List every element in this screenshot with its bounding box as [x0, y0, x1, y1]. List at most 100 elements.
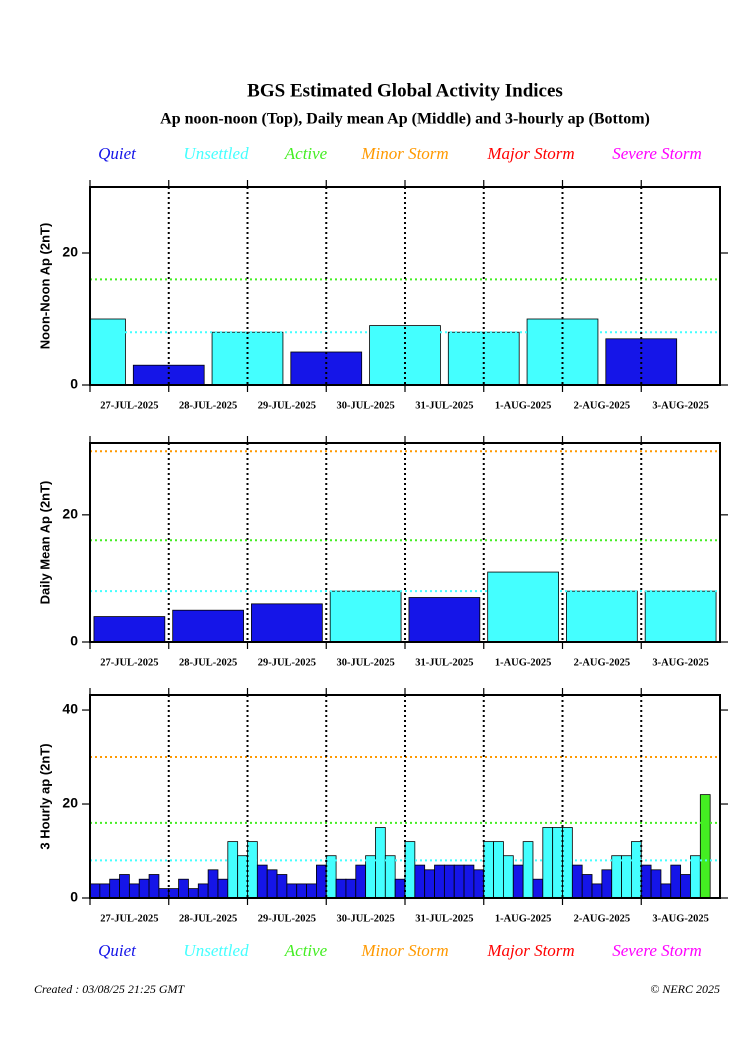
bar: [375, 827, 386, 898]
bar: [680, 874, 691, 898]
legend-entry: Unsettled: [183, 941, 249, 960]
legend-entry: Minor Storm: [360, 941, 448, 960]
bar: [483, 841, 494, 898]
x-tick-label: 30-JUL-2025: [336, 400, 394, 411]
legend-entry: Major Storm: [486, 941, 574, 960]
x-tick-label: 31-JUL-2025: [415, 400, 473, 411]
bar: [424, 869, 435, 898]
legend-entry: Active: [284, 941, 328, 960]
x-tick-label: 27-JUL-2025: [100, 400, 158, 411]
bar: [276, 874, 288, 898]
x-tick-label: 27-JUL-2025: [100, 657, 158, 668]
bar: [369, 325, 441, 385]
legend-entry: Minor Storm: [360, 144, 448, 163]
legend-entry: Major Storm: [486, 144, 574, 163]
created: Created : 03/08/25 21:25 GMT: [34, 982, 186, 996]
bar: [463, 864, 475, 898]
plot-frame: [89, 186, 721, 386]
bar: [562, 827, 573, 898]
bar: [571, 864, 583, 898]
bar: [90, 883, 101, 898]
bar: [394, 878, 406, 898]
bar: [384, 855, 396, 898]
bar: [473, 869, 485, 898]
bar: [591, 883, 603, 898]
legend-entry: Quiet: [98, 144, 137, 163]
bar: [453, 864, 465, 898]
x-tick-label: 2-AUG-2025: [574, 400, 631, 411]
plot-frame: [89, 442, 721, 643]
bar: [266, 869, 278, 898]
x-tick-label: 28-JUL-2025: [179, 657, 237, 668]
x-tick-label: 1-AUG-2025: [495, 400, 552, 411]
bar: [247, 841, 258, 898]
bar: [670, 864, 682, 898]
y-tick-label: 20: [62, 506, 78, 522]
y-axis-label: Noon-Noon Ap (2nT): [37, 223, 52, 350]
x-tick-label: 1-AUG-2025: [495, 913, 552, 924]
y-axis-label: Daily Mean Ap (2nT): [37, 481, 52, 605]
bar: [408, 597, 481, 642]
bar: [197, 883, 209, 898]
x-tick-label: 30-JUL-2025: [336, 913, 394, 924]
bar: [119, 874, 130, 898]
bar: [503, 855, 514, 898]
bar: [581, 874, 593, 898]
bar: [227, 841, 239, 898]
bar: [158, 888, 170, 898]
bar: [512, 864, 524, 898]
x-tick-label: 28-JUL-2025: [179, 913, 237, 924]
bar: [522, 841, 534, 898]
bar: [365, 855, 376, 898]
bar: [217, 878, 229, 898]
bar: [207, 869, 219, 898]
bar: [621, 855, 632, 898]
copyright: © NERC 2025: [650, 982, 720, 996]
bar: [286, 883, 298, 898]
bar: [640, 864, 652, 898]
legend-entry: Severe Storm: [612, 144, 702, 163]
bar: [699, 794, 711, 898]
y-tick-label: 20: [62, 795, 78, 811]
bar: [644, 590, 717, 642]
x-tick-label: 30-JUL-2025: [336, 657, 394, 668]
x-tick-label: 29-JUL-2025: [258, 400, 316, 411]
bar: [93, 616, 166, 642]
bar: [237, 855, 248, 898]
bar: [552, 827, 563, 898]
bar: [325, 855, 337, 898]
bar: [487, 571, 559, 642]
bar: [650, 869, 662, 898]
bar: [660, 883, 672, 898]
y-tick-label: 0: [70, 633, 78, 649]
bar: [99, 883, 111, 898]
legend-entry: Active: [284, 144, 328, 163]
bar: [138, 878, 150, 898]
x-tick-label: 29-JUL-2025: [258, 657, 316, 668]
bar: [345, 878, 357, 898]
x-tick-label: 27-JUL-2025: [100, 913, 158, 924]
bar: [316, 864, 327, 898]
bar: [90, 318, 126, 385]
legend-entry: Quiet: [98, 941, 137, 960]
bar: [566, 590, 638, 642]
bar: [434, 864, 445, 898]
plot-area: [90, 278, 720, 385]
bar: [355, 864, 367, 898]
bar: [251, 603, 323, 642]
bar: [256, 864, 268, 898]
subtitle: Ap noon-noon (Top), Daily mean Ap (Middl…: [160, 111, 650, 128]
bar: [601, 869, 613, 898]
bar: [329, 590, 402, 642]
y-axis-label: 3 Hourly ap (2nT): [37, 743, 52, 849]
bar: [178, 878, 189, 898]
y-tick-label: 0: [70, 376, 78, 392]
bar: [148, 874, 160, 898]
x-tick-label: 29-JUL-2025: [258, 913, 316, 924]
x-tick-label: 31-JUL-2025: [415, 657, 473, 668]
bar: [188, 888, 199, 898]
y-tick-label: 20: [62, 244, 78, 260]
bar: [414, 864, 426, 898]
x-tick-label: 2-AUG-2025: [574, 657, 631, 668]
